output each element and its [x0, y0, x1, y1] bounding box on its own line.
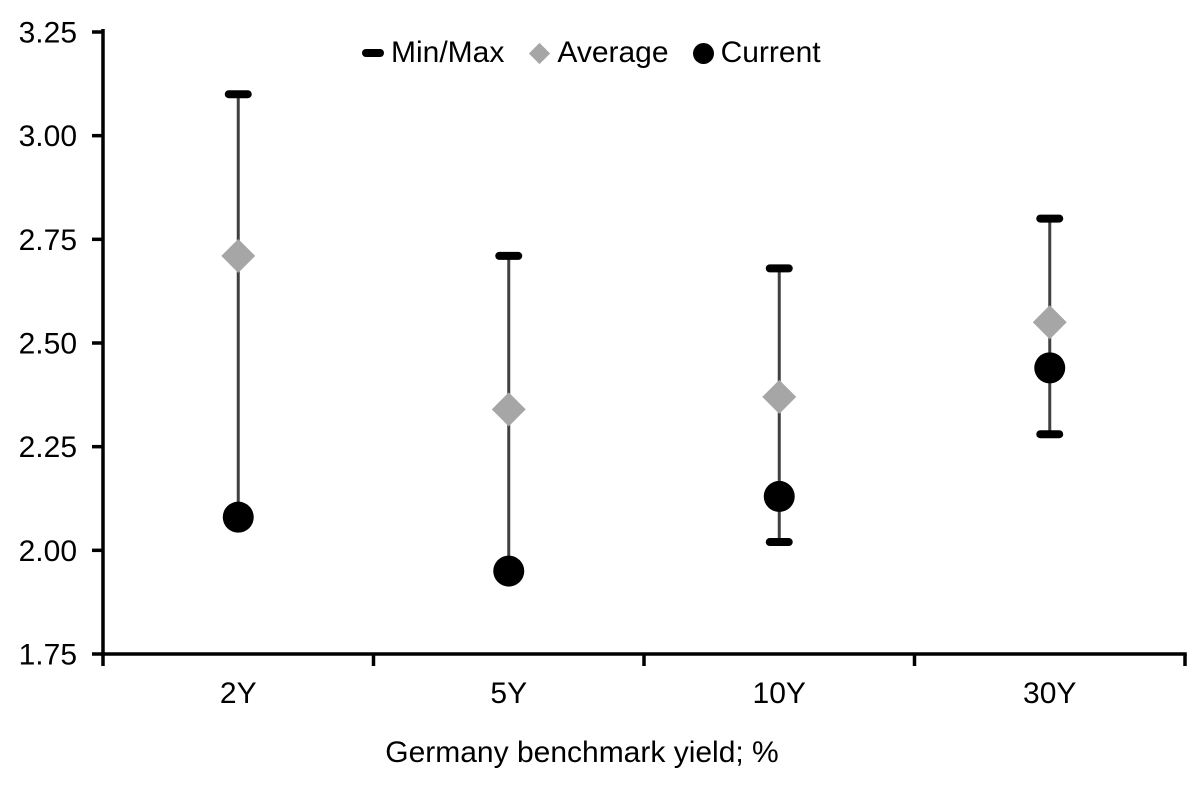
current-circle-icon: [692, 42, 714, 64]
x-axis-category-label: 5Y: [490, 677, 527, 710]
legend-item-current: Current: [692, 36, 821, 70]
y-axis-tick-label: 3.25: [19, 17, 77, 50]
legend-label-average: Average: [557, 36, 669, 69]
range-cap: [765, 264, 793, 273]
chart-legend: Min/Max Average Current: [362, 36, 821, 70]
y-axis-tick-label: 2.25: [19, 431, 77, 464]
legend-item-average: Average: [528, 36, 669, 70]
y-axis-tick-label: 1.75: [19, 639, 77, 672]
x-axis-category-label: 2Y: [220, 677, 257, 710]
minmax-dash-icon: [362, 49, 384, 57]
y-axis-tick-label: 2.00: [19, 535, 77, 568]
range-cap: [1036, 430, 1064, 439]
range-cap: [495, 251, 523, 260]
average-diamond-marker: [491, 392, 526, 427]
current-circle-marker: [493, 555, 525, 587]
y-axis-tick-label: 2.75: [19, 224, 77, 257]
average-diamond-icon: [528, 42, 550, 64]
legend-label-minmax: Min/Max: [391, 36, 505, 69]
legend-label-current: Current: [720, 36, 821, 69]
x-axis-category-label: 30Y: [1023, 677, 1076, 710]
x-axis-title: Germany benchmark yield; %: [385, 736, 779, 769]
average-diamond-marker: [762, 379, 797, 414]
y-axis-tick-label: 3.00: [19, 120, 77, 153]
current-circle-marker: [763, 480, 795, 512]
range-cap: [224, 90, 252, 99]
y-axis-tick-label: 2.50: [19, 328, 77, 361]
x-axis-category-label: 10Y: [753, 677, 806, 710]
range-cap: [765, 538, 793, 547]
range-cap: [1036, 214, 1064, 223]
average-diamond-marker: [221, 238, 256, 273]
current-circle-marker: [1034, 352, 1066, 384]
current-circle-marker: [222, 501, 254, 533]
legend-item-minmax: Min/Max: [362, 36, 504, 70]
average-diamond-marker: [1032, 305, 1067, 340]
